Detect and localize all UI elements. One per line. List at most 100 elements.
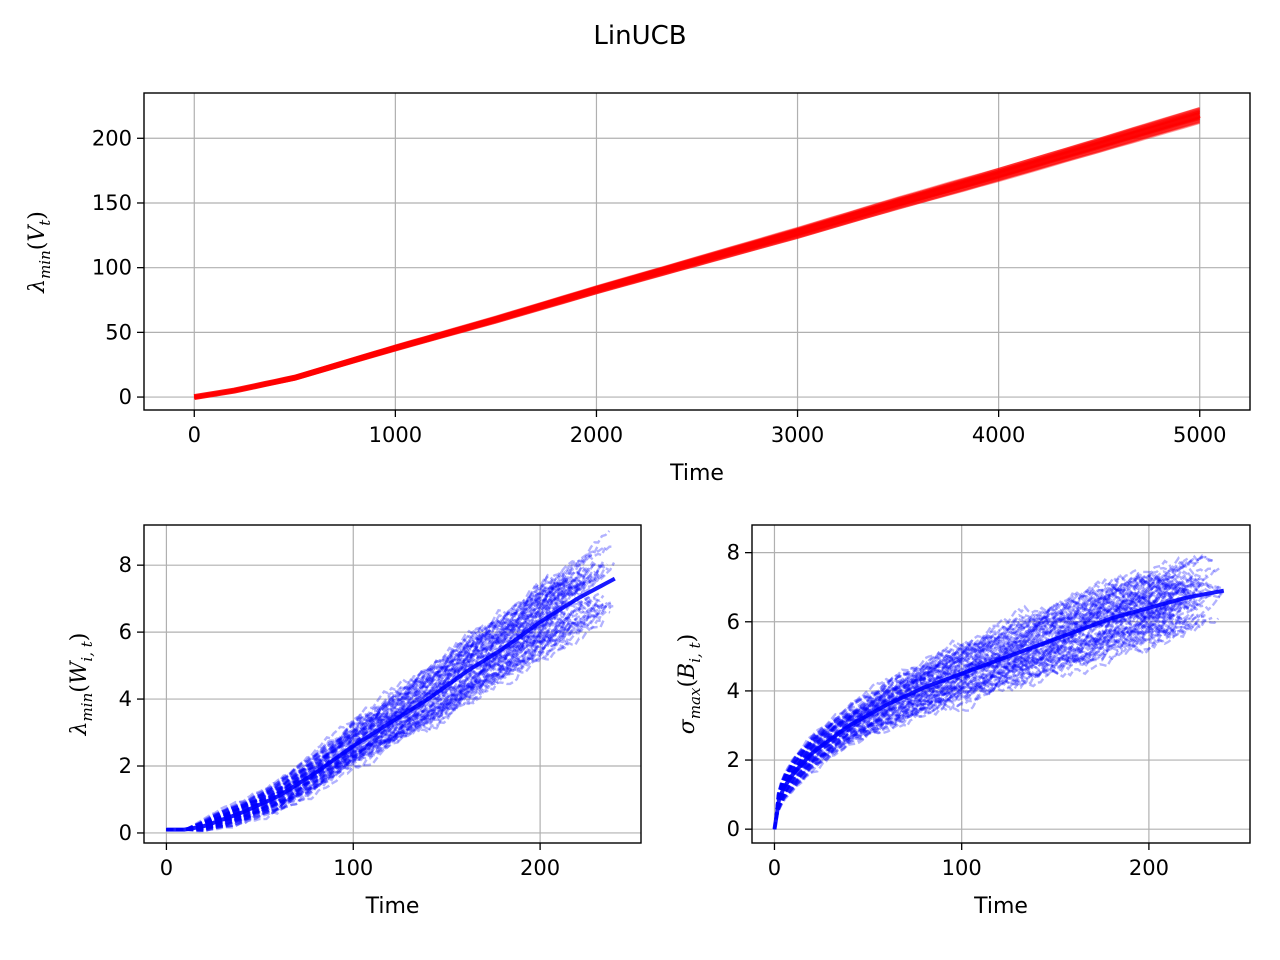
series-line — [773, 580, 1193, 830]
series-line — [773, 602, 1172, 830]
panel-bottom-left-lambda-min-w: 0 100 200 0 2 4 6 8 Time λmin(Wi, t) — [67, 524, 642, 919]
series-line — [166, 618, 606, 832]
series-line — [773, 565, 1220, 830]
series-line — [773, 577, 1214, 830]
series-line — [773, 616, 1213, 830]
y-tick-label: 6 — [727, 610, 740, 634]
y-tick-label: 8 — [727, 541, 740, 565]
y-tick-label: 0 — [119, 821, 132, 845]
x-tick-label: 100 — [333, 856, 373, 880]
series-line — [166, 602, 612, 831]
y-tick-label: 4 — [119, 687, 132, 711]
series-line — [166, 616, 579, 831]
series-line — [166, 574, 586, 831]
series-line — [773, 556, 1213, 830]
series-line — [773, 582, 1171, 830]
series-line — [166, 578, 581, 831]
series-line — [773, 575, 1182, 830]
series-line — [166, 546, 607, 831]
series-line — [166, 630, 563, 833]
series-line — [773, 577, 1174, 830]
series-line — [773, 569, 1216, 830]
series-line — [166, 609, 600, 831]
series-line — [773, 615, 1205, 830]
series-center-line — [166, 576, 616, 832]
series-line — [194, 106, 1201, 397]
series-line — [773, 592, 1209, 830]
series-line — [166, 562, 616, 831]
series-line — [166, 594, 605, 831]
series-trajectories — [166, 530, 616, 833]
x-tick-label: 200 — [1129, 856, 1169, 880]
series-line — [773, 579, 1224, 830]
y-tick-label: 0 — [119, 385, 132, 409]
series-line — [166, 596, 591, 831]
series-line — [773, 620, 1187, 830]
series-line — [773, 554, 1213, 830]
series-line — [773, 572, 1187, 830]
y-tick-label: 0 — [727, 817, 740, 841]
series-line — [773, 588, 1186, 830]
series-line — [773, 626, 1185, 830]
y-tick-label: 100 — [92, 256, 132, 280]
series-line — [166, 600, 614, 832]
series-line — [166, 609, 602, 831]
series-line — [773, 604, 1190, 830]
series-line — [773, 583, 1202, 830]
series-line — [773, 623, 1190, 830]
series-line — [166, 616, 577, 831]
series-line — [166, 563, 605, 831]
series-line — [166, 566, 610, 831]
series-line — [166, 579, 570, 831]
series-line — [194, 107, 1201, 398]
x-tick-label: 100 — [942, 856, 982, 880]
axes-frame — [143, 524, 642, 844]
series-line — [773, 583, 1192, 830]
series-line — [166, 619, 601, 832]
panel-bottom-right-sigma-max-b: 0 100 200 0 2 4 6 8 Time σmax(Bi, t) — [675, 524, 1251, 919]
series-line — [773, 579, 1203, 830]
x-axis-label: Time — [973, 894, 1028, 919]
series-line — [166, 609, 564, 831]
x-axis-label: Time — [669, 461, 724, 486]
series-line — [166, 595, 574, 831]
series-line — [773, 620, 1177, 830]
series-line — [773, 588, 1174, 830]
series-line — [773, 626, 1173, 830]
y-tick-label: 150 — [92, 191, 132, 215]
series-line — [166, 568, 569, 831]
series-line — [166, 626, 572, 831]
series-line — [166, 600, 614, 832]
series-line — [166, 604, 569, 831]
x-tick-label: 3000 — [771, 423, 824, 447]
series-line — [166, 564, 595, 831]
series-line — [773, 579, 1182, 830]
series-line — [166, 545, 599, 831]
series-line — [166, 559, 605, 831]
series-line — [194, 107, 1201, 398]
axes-frame — [143, 92, 1251, 411]
x-tick-label: 1000 — [369, 423, 422, 447]
series-line — [166, 566, 601, 831]
series-line — [166, 611, 570, 831]
series-line — [773, 593, 1209, 830]
series-line — [773, 554, 1207, 830]
series-line — [166, 572, 606, 831]
series-line — [166, 617, 582, 831]
series-line — [773, 622, 1198, 830]
y-tick-label: 2 — [119, 754, 132, 778]
figure-title: LinUCB — [593, 21, 686, 51]
series-line — [773, 621, 1175, 830]
series-line — [166, 616, 564, 831]
series-line — [166, 560, 583, 831]
series-center-line — [772, 588, 1225, 830]
y-axis-label: σmax(Bi, t) — [675, 634, 704, 734]
series-line — [166, 610, 605, 831]
series-line — [166, 577, 574, 831]
y-tick-label: 2 — [727, 748, 740, 772]
series-line — [773, 599, 1199, 830]
series-line — [773, 573, 1178, 830]
series-line — [773, 566, 1182, 830]
series-trajectories — [193, 106, 1201, 401]
